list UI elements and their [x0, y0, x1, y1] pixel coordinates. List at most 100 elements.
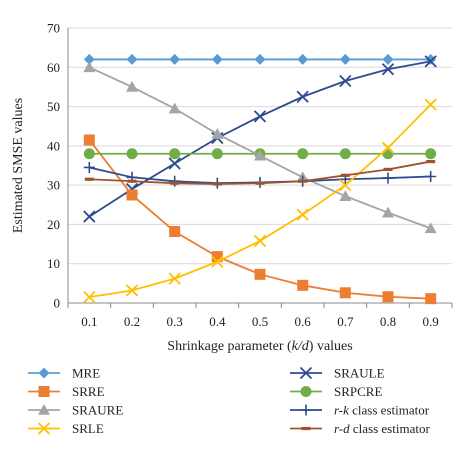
data-point-srre — [382, 291, 394, 303]
data-point-mre — [382, 53, 394, 65]
data-point-mre — [254, 53, 266, 65]
data-point-r-k-class-estimator — [382, 172, 394, 184]
data-point-sraure — [339, 190, 352, 201]
data-point-r-k-class-estimator — [425, 171, 437, 182]
data-point-r-d-class-estimator — [426, 159, 436, 164]
legend-label: SRRE — [72, 384, 105, 399]
legend-marker — [37, 422, 51, 435]
y-tick-label: 0 — [54, 296, 61, 311]
legend-marker — [38, 367, 50, 379]
series-line-sraure — [88, 66, 431, 230]
legend-label: SRAURE — [72, 403, 123, 418]
data-point-r-k-class-estimator — [83, 161, 95, 173]
data-point-srle — [381, 141, 395, 154]
y-tick-label: 20 — [47, 217, 60, 232]
data-point-sraule — [381, 63, 395, 76]
legend-marker — [38, 404, 50, 415]
series-line-srle — [89, 103, 432, 298]
data-point-srpcre — [382, 148, 394, 160]
data-point-srpcre — [169, 148, 181, 160]
data-point-sraule — [339, 74, 352, 88]
data-point-srpcre — [126, 148, 138, 160]
series-srre — [83, 134, 437, 305]
legend-item-sraure: SRAURE — [28, 403, 123, 418]
data-point-r-d-class-estimator — [127, 179, 137, 183]
legend-label: MRE — [72, 366, 100, 381]
data-point-r-d-class-estimator — [84, 177, 94, 181]
data-point-r-d-class-estimator — [298, 179, 308, 183]
y-tick-label: 30 — [47, 178, 60, 193]
x-tick-label: 0.4 — [209, 314, 226, 329]
y-tick-label: 50 — [47, 99, 60, 114]
x-axis-label: Shrinkage parameter (k/d) values — [167, 339, 352, 354]
legend-marker — [300, 386, 312, 397]
data-point-r-d-class-estimator — [212, 182, 222, 186]
data-point-mre — [211, 53, 223, 65]
x-tick-label: 0.5 — [252, 314, 268, 329]
data-point-sraure — [126, 80, 138, 92]
data-point-mre — [297, 53, 309, 65]
data-point-srle — [168, 272, 181, 285]
data-point-srre — [425, 293, 437, 305]
x-tick-label: 0.7 — [337, 314, 354, 329]
legend-item-srpcre: SRPCRE — [290, 384, 382, 399]
data-point-sraure — [211, 128, 224, 139]
legend-label: SRPCRE — [334, 384, 382, 399]
data-point-sraure — [83, 61, 96, 73]
data-point-sraule — [83, 210, 96, 223]
data-point-r-d-class-estimator — [383, 167, 393, 172]
data-point-srle — [424, 98, 437, 111]
data-point-srre — [169, 226, 181, 237]
data-point-srle — [339, 179, 352, 192]
data-point-srpcre — [297, 148, 309, 160]
x-tick-label: 0.8 — [380, 314, 396, 329]
data-point-r-d-class-estimator — [340, 173, 350, 177]
legend-marker — [299, 366, 313, 380]
data-point-srre — [254, 268, 266, 280]
data-point-mre — [83, 53, 95, 65]
data-point-sraure — [424, 222, 437, 234]
legend-item-mre: MRE — [28, 366, 100, 381]
data-point-sraure — [382, 206, 394, 218]
data-point-srle — [253, 234, 267, 248]
data-point-srle — [211, 255, 224, 268]
data-point-srpcre — [211, 148, 223, 160]
series-sraule — [83, 55, 437, 223]
legend: MRE SRAULE SRRE SRPCRE SRAURE r-k class estim… — [28, 366, 430, 436]
legend-item-srle: SRLE — [28, 421, 104, 436]
data-point-srre — [211, 251, 223, 263]
legend-label: SRAULE — [334, 366, 385, 381]
x-tick-labels: 0.1 0.2 0.3 0.4 0.5 0.6 0.7 0.8 0.9 — [67, 303, 453, 329]
data-point-sraure — [254, 149, 266, 161]
data-point-mre — [169, 53, 181, 65]
y-tick-labels: 0 10 20 30 40 50 60 70 — [47, 21, 60, 311]
data-point-r-k-class-estimator — [169, 175, 181, 187]
legend-label: r-d class estimator — [334, 421, 430, 436]
data-point-srle — [296, 208, 309, 221]
series-mre — [83, 53, 437, 65]
data-point-r-d-class-estimator — [255, 181, 265, 185]
series-layer — [83, 53, 437, 305]
x-tick-label: 0.6 — [295, 314, 312, 329]
data-point-sraule — [424, 55, 437, 68]
x-tick-label: 0.9 — [423, 314, 439, 329]
legend-item-r-d-class-estimator: r-d class estimator — [290, 421, 430, 436]
legend-item-srre: SRRE — [28, 384, 105, 399]
y-tick-label: 40 — [47, 138, 60, 153]
y-axis-label: Estimated SMSE values — [11, 98, 26, 233]
legend-item-r-k-class-estimator: r-k class estimator — [290, 403, 430, 418]
legend-marker — [300, 404, 312, 416]
data-point-r-d-class-estimator — [170, 181, 180, 185]
data-point-sraule — [253, 110, 267, 123]
data-point-srre — [126, 189, 138, 201]
x-tick-label: 0.1 — [81, 314, 97, 329]
data-point-srre — [297, 279, 309, 291]
data-point-srpcre — [339, 148, 351, 160]
series-sraure — [83, 61, 437, 234]
data-point-sraule — [296, 90, 309, 103]
legend-marker — [38, 386, 50, 397]
legend-label: r-k class estimator — [334, 403, 430, 418]
data-point-srpcre — [83, 148, 95, 160]
data-point-mre — [339, 53, 351, 65]
